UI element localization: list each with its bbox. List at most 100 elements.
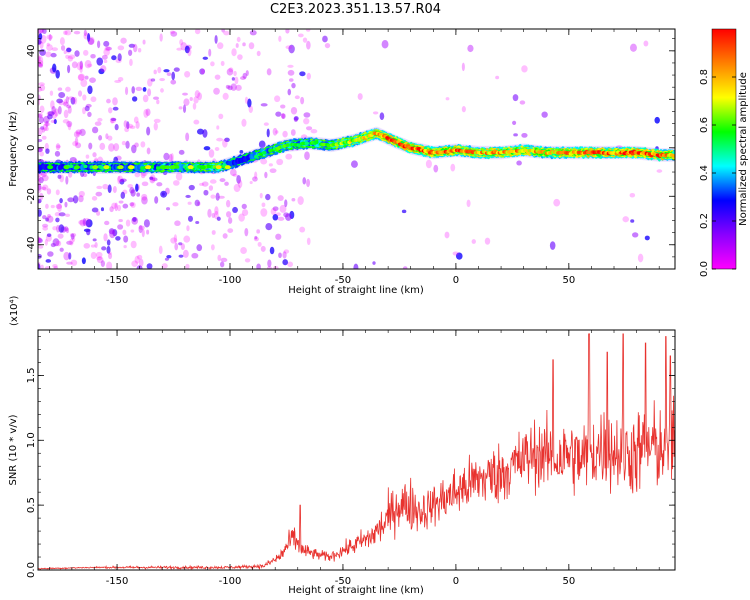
noise-speck	[45, 120, 49, 128]
noise-speck	[283, 249, 290, 254]
noise-speck	[98, 135, 103, 141]
noise-speck	[58, 224, 65, 233]
noise-speck	[96, 185, 103, 190]
noise-speck	[214, 206, 219, 216]
noise-speck	[110, 117, 117, 122]
noise-speck	[182, 92, 188, 96]
ridge-blob	[187, 165, 194, 170]
noise-speck	[117, 45, 125, 51]
noise-speck	[180, 243, 185, 251]
noise-speck	[156, 182, 163, 187]
noise-speck	[294, 95, 300, 100]
ridge-blob	[74, 165, 81, 170]
noise-speck	[234, 76, 239, 85]
noise-speck	[46, 215, 54, 223]
noise-speck	[52, 263, 58, 268]
noise-speck	[187, 47, 192, 57]
noise-speck	[108, 143, 115, 152]
noise-speck	[210, 244, 215, 251]
noise-speck	[96, 256, 104, 264]
noise-speck	[350, 160, 358, 168]
noise-speck	[272, 214, 279, 221]
noise-speck	[201, 181, 209, 187]
noise-speck	[290, 129, 296, 136]
snr-ytick-label: 0.5	[26, 497, 37, 513]
noise-speck	[256, 263, 261, 269]
noise-speck	[76, 61, 84, 71]
ridge-blob	[140, 166, 145, 170]
ridge-blob	[254, 154, 259, 159]
noise-speck	[191, 252, 199, 259]
noise-speck	[277, 195, 284, 201]
noise-speck	[38, 209, 42, 217]
noise-speck	[98, 68, 105, 75]
spectrum-ylabel: Frequency (Hz)	[8, 111, 19, 187]
noise-speck	[123, 120, 128, 128]
noise-speck	[253, 237, 259, 242]
noise-speck	[160, 88, 164, 93]
noise-speck	[149, 176, 154, 180]
noise-speck	[38, 29, 44, 34]
noise-speck	[283, 212, 289, 218]
noise-speck	[154, 196, 159, 204]
noise-speck	[38, 56, 44, 65]
noise-speck	[209, 179, 217, 184]
noise-speck	[83, 49, 89, 56]
noise-speck	[279, 204, 287, 213]
ridge-blob	[47, 165, 54, 170]
noise-speck	[123, 235, 129, 243]
noise-speck	[170, 31, 178, 37]
noise-speck	[654, 116, 660, 124]
noise-speck	[553, 198, 561, 207]
noise-speck	[38, 127, 43, 136]
spectrum-xtick-label: -150	[106, 275, 129, 286]
colorbar-gradient	[712, 29, 736, 269]
noise-speck	[59, 198, 63, 204]
noise-speck	[297, 196, 304, 205]
noise-speck	[108, 251, 112, 255]
noise-speck	[59, 247, 64, 252]
noise-speck	[38, 148, 43, 153]
noise-speck	[38, 183, 42, 191]
noise-speck	[38, 261, 41, 268]
noise-speck	[44, 238, 48, 246]
noise-speck	[159, 33, 163, 42]
noise-speck	[236, 36, 241, 43]
noise-speck	[153, 122, 158, 131]
noise-speck	[288, 78, 294, 82]
noise-speck	[134, 255, 140, 264]
noise-speck	[237, 54, 243, 60]
noise-speck	[96, 256, 103, 261]
noise-speck	[185, 132, 190, 142]
noise-speck	[75, 142, 82, 149]
noise-speck	[277, 216, 285, 221]
colorbar: 0.0 0.2 0.4 0.6 0.8 Normalized spectral ampl…	[699, 28, 749, 277]
noise-speck	[129, 58, 133, 67]
noise-speck	[66, 261, 73, 265]
noise-speck	[512, 120, 517, 125]
noise-speck	[322, 35, 328, 43]
ridge-blob	[117, 165, 124, 170]
noise-speck	[179, 39, 184, 46]
noise-speck	[484, 237, 491, 245]
noise-speck	[132, 43, 138, 53]
noise-speck	[272, 127, 278, 136]
snr-panel: -150 -100 -50 0 50 0.0 0.5 1.0 1.5 Height of str…	[8, 295, 676, 596]
noise-speck	[254, 235, 258, 240]
noise-speck	[293, 117, 298, 123]
noise-speck	[273, 265, 279, 269]
noise-speck	[74, 50, 80, 57]
noise-speck	[242, 42, 246, 47]
noise-speck	[64, 29, 72, 36]
noise-speck	[47, 111, 55, 116]
noise-speck	[72, 236, 76, 242]
noise-speck	[82, 218, 87, 227]
noise-speck	[40, 126, 45, 130]
noise-speck	[110, 120, 114, 124]
noise-speck	[66, 240, 73, 245]
noise-speck	[67, 197, 75, 203]
noise-speck	[516, 160, 522, 166]
noise-speck	[74, 137, 79, 146]
noise-speck	[133, 116, 139, 124]
noise-speck	[42, 123, 48, 131]
